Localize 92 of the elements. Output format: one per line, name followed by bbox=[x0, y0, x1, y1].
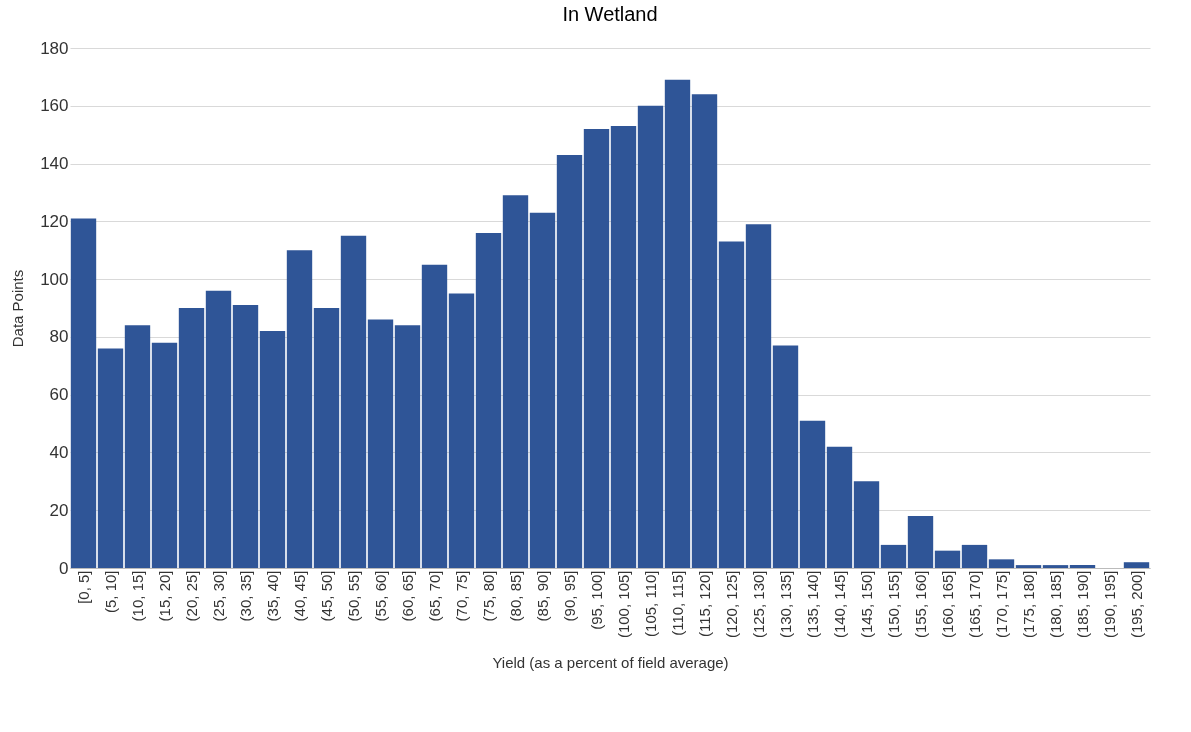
x-tick-label: (25, 30] bbox=[209, 570, 227, 622]
bar bbox=[772, 345, 799, 568]
x-tick-label: (50, 55] bbox=[344, 570, 362, 622]
x-tick-label: (145, 150] bbox=[857, 570, 875, 639]
y-tick-label: 20 bbox=[49, 500, 69, 520]
y-axis-title: Data Points bbox=[9, 269, 27, 348]
x-tick-label: (125, 130] bbox=[749, 570, 767, 639]
bar bbox=[70, 218, 97, 568]
x-tick-label: (155, 160] bbox=[911, 570, 929, 639]
y-tick-label: 160 bbox=[40, 96, 69, 116]
x-tick-label: (170, 175] bbox=[992, 570, 1010, 639]
x-tick-label: [0, 5] bbox=[74, 570, 92, 604]
bar bbox=[529, 212, 556, 568]
x-tick-label: (185, 190] bbox=[1073, 570, 1091, 639]
y-tick-label: 120 bbox=[40, 211, 69, 231]
x-tick-label: (55, 60] bbox=[371, 570, 389, 622]
y-tick-label: 40 bbox=[49, 442, 69, 462]
bar bbox=[988, 559, 1015, 568]
bar bbox=[394, 325, 421, 568]
x-tick-label: (100, 105] bbox=[614, 570, 632, 639]
bar bbox=[556, 154, 583, 568]
bar bbox=[1042, 565, 1069, 568]
x-tick-label: (85, 90] bbox=[533, 570, 551, 622]
chart-title: In Wetland bbox=[562, 3, 658, 25]
y-tick-label: 180 bbox=[40, 38, 69, 58]
x-tick-label: (80, 85] bbox=[506, 570, 524, 622]
bar bbox=[475, 232, 502, 568]
bar bbox=[637, 105, 664, 568]
y-tick-label: 0 bbox=[59, 558, 69, 578]
x-tick-label: (180, 185] bbox=[1046, 570, 1064, 639]
bar bbox=[610, 126, 637, 568]
x-tick-label: (165, 170] bbox=[965, 570, 983, 639]
x-tick-label: (5, 10] bbox=[101, 570, 119, 614]
bar bbox=[340, 235, 367, 568]
bar bbox=[313, 308, 340, 568]
x-tick-label: (10, 15] bbox=[128, 570, 146, 622]
bar bbox=[367, 319, 394, 568]
x-tick-label: (45, 50] bbox=[317, 570, 335, 622]
bar bbox=[1123, 562, 1150, 568]
x-tick-label: (15, 20] bbox=[155, 570, 173, 622]
x-tick-label: (95, 100] bbox=[587, 570, 605, 630]
bar bbox=[286, 250, 313, 568]
x-tick-label: (120, 125] bbox=[722, 570, 740, 639]
bar bbox=[1015, 565, 1042, 568]
bar bbox=[232, 305, 259, 568]
bar bbox=[853, 481, 880, 568]
bar bbox=[421, 264, 448, 568]
x-tick-label: (140, 145] bbox=[830, 570, 848, 639]
x-tick-label: (35, 40] bbox=[263, 570, 281, 622]
bar bbox=[97, 348, 124, 568]
x-tick-label: (175, 180] bbox=[1019, 570, 1037, 639]
bar bbox=[124, 325, 151, 568]
y-tick-label: 80 bbox=[49, 327, 69, 347]
x-axis-title: Yield (as a percent of field average) bbox=[492, 654, 729, 672]
x-tick-label: (20, 25] bbox=[182, 570, 200, 622]
x-tick-label: (65, 70] bbox=[425, 570, 443, 622]
bar bbox=[799, 420, 826, 568]
y-tick-label: 60 bbox=[49, 385, 69, 405]
x-tick-label: (195, 200] bbox=[1127, 570, 1145, 639]
bar bbox=[583, 128, 610, 568]
bar bbox=[907, 516, 934, 568]
x-tick-label: (110, 115] bbox=[668, 570, 686, 636]
x-tick-label: (40, 45] bbox=[290, 570, 308, 622]
bar bbox=[718, 241, 745, 568]
bar bbox=[664, 79, 691, 568]
bar bbox=[502, 195, 529, 568]
x-tick-label: (105, 110] bbox=[641, 570, 659, 637]
bar bbox=[826, 446, 853, 568]
bar bbox=[880, 544, 907, 568]
bar bbox=[961, 544, 988, 568]
bar bbox=[1069, 565, 1096, 568]
y-tick-label: 140 bbox=[40, 154, 69, 174]
x-tick-label: (130, 135] bbox=[776, 570, 794, 639]
x-tick-label: (135, 140] bbox=[803, 570, 821, 639]
bar bbox=[178, 308, 205, 568]
bar bbox=[934, 550, 961, 568]
x-tick-label: (60, 65] bbox=[398, 570, 416, 622]
bar bbox=[259, 331, 286, 568]
x-tick-label: (190, 195] bbox=[1100, 570, 1118, 639]
x-tick-label: (160, 165] bbox=[938, 570, 956, 639]
bar bbox=[205, 290, 232, 568]
x-tick-label: (75, 80] bbox=[479, 570, 497, 622]
x-tick-label: (70, 75] bbox=[452, 570, 470, 622]
x-tick-label: (150, 155] bbox=[884, 570, 902, 639]
bar bbox=[448, 293, 475, 568]
bar bbox=[151, 342, 178, 568]
bar bbox=[691, 94, 718, 568]
bar bbox=[745, 224, 772, 568]
x-tick-label: (30, 35] bbox=[236, 570, 254, 622]
x-tick-label: (90, 95] bbox=[560, 570, 578, 622]
y-tick-label: 100 bbox=[40, 269, 69, 289]
x-tick-label: (115, 120] bbox=[695, 570, 713, 637]
